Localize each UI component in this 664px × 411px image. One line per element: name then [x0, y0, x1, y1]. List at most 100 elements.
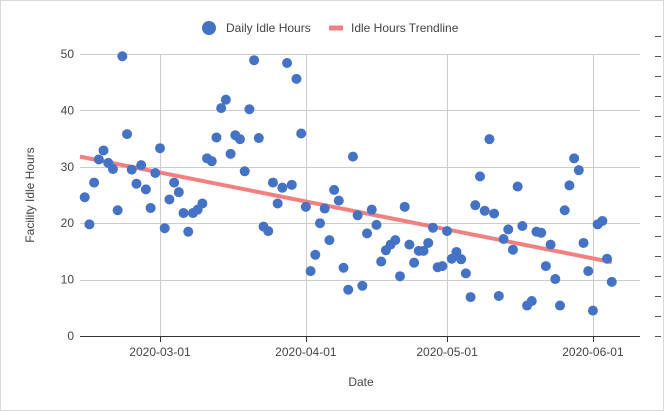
y-tick-labels: 0 10 20 30 40 50 [61, 47, 75, 343]
x-tick-label: 2020-05-01 [416, 345, 478, 359]
data-point [235, 134, 245, 145]
data-point [578, 237, 589, 248]
data-point [211, 132, 222, 143]
data-point [347, 151, 358, 162]
data-point [418, 245, 429, 256]
data-point [437, 261, 448, 272]
data-point [404, 239, 415, 250]
data-point [216, 103, 227, 114]
data-point [89, 177, 100, 188]
data-point [107, 164, 118, 175]
data-point [164, 194, 175, 205]
data-point [517, 221, 528, 232]
data-point [338, 262, 349, 273]
data-point [272, 198, 283, 209]
data-point [98, 145, 109, 156]
data-point [225, 148, 236, 159]
data-point [479, 205, 490, 216]
data-point [376, 256, 387, 267]
data-point [249, 55, 260, 66]
data-point [606, 276, 617, 287]
data-point [329, 184, 340, 195]
legend: Daily Idle Hours Idle Hours Trendline [202, 21, 459, 35]
data-point [423, 237, 434, 248]
data-point [79, 192, 90, 203]
data-point [484, 134, 495, 145]
data-point [310, 249, 321, 260]
data-point [206, 156, 217, 167]
data-point [291, 73, 302, 84]
data-point [550, 274, 561, 285]
data-point [489, 208, 500, 219]
points-layer [79, 51, 617, 316]
y-axis-label: Facility Idle Hours [23, 147, 37, 242]
data-point [136, 160, 147, 171]
data-point [597, 215, 608, 226]
data-point [507, 244, 518, 255]
data-point [493, 290, 504, 301]
data-point [296, 128, 307, 139]
x-tick-labels: 2020-03-01 2020-04-01 2020-05-01 2020-06-01 [129, 345, 624, 359]
data-point [503, 224, 514, 235]
data-point [173, 187, 184, 198]
data-point [442, 226, 453, 237]
data-point [239, 166, 250, 177]
data-point [460, 268, 471, 279]
data-point [197, 198, 208, 209]
data-point [564, 180, 575, 191]
data-point [150, 168, 161, 179]
data-point [559, 205, 570, 216]
data-point [352, 210, 363, 221]
data-point [526, 296, 537, 307]
data-point [602, 253, 613, 264]
data-point [244, 104, 255, 115]
data-point [267, 177, 278, 188]
data-point [178, 208, 189, 219]
data-point [390, 235, 401, 246]
data-point [319, 203, 330, 214]
data-point [343, 284, 354, 295]
data-point [545, 239, 556, 250]
data-point [583, 266, 594, 277]
trendline [79, 154, 613, 265]
data-point [305, 266, 316, 277]
data-point [277, 182, 288, 193]
data-point [366, 204, 377, 215]
right-edge-ticks [655, 36, 661, 337]
data-point [155, 143, 165, 154]
data-point [333, 195, 344, 206]
data-point [315, 218, 325, 229]
trendline-layer [79, 154, 613, 265]
data-point [456, 254, 467, 265]
x-tick-label: 2020-03-01 [129, 345, 191, 359]
y-tick-label: 20 [61, 216, 75, 230]
data-point [145, 202, 156, 213]
data-point [93, 154, 104, 165]
data-point [371, 219, 382, 230]
data-point [169, 177, 180, 188]
data-point [140, 184, 151, 195]
data-point [253, 133, 264, 144]
legend-label-daily: Daily Idle Hours [226, 21, 311, 35]
data-point [122, 129, 133, 140]
x-axis-label: Date [348, 375, 374, 389]
y-tick-label: 30 [61, 160, 75, 174]
data-point [131, 178, 142, 189]
grid-lines [80, 54, 640, 342]
legend-label-trend: Idle Hours Trendline [351, 21, 459, 35]
data-point [569, 153, 580, 164]
data-point [220, 94, 231, 105]
data-point [395, 271, 405, 282]
data-point [324, 235, 335, 246]
data-point [475, 171, 485, 182]
data-point [362, 228, 373, 239]
data-point [540, 261, 551, 272]
data-point [512, 181, 523, 192]
x-tick-label: 2020-06-01 [562, 345, 624, 359]
data-point [263, 226, 274, 237]
data-point [536, 227, 547, 238]
data-point [183, 226, 194, 237]
data-point [300, 201, 311, 212]
data-point [399, 201, 410, 212]
data-point [465, 292, 476, 303]
